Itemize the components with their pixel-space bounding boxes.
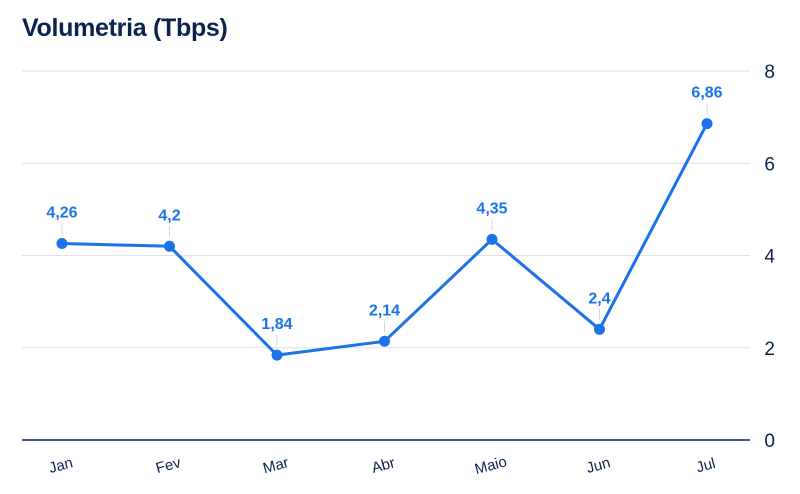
grid-lines <box>22 70 750 441</box>
data-labels: 4,26 4,2 1,84 2,14 4,35 2,4 6,86 <box>46 85 723 347</box>
x-axis-ticks: Jan Fev Mar Abr Maio Jun Jul <box>47 453 717 478</box>
y-axis-ticks: 0 2 4 6 8 <box>764 62 775 452</box>
x-tick-label: Mar <box>261 454 290 477</box>
y-tick-label: 4 <box>764 247 775 268</box>
y-tick-label: 2 <box>764 339 775 360</box>
series-layer <box>56 118 713 361</box>
data-label: 4,2 <box>158 207 180 224</box>
y-tick-label: 8 <box>764 62 775 83</box>
x-tick-label: Maio <box>473 453 509 478</box>
data-label: 2,4 <box>588 290 610 307</box>
data-label: 4,26 <box>46 205 77 222</box>
x-tick-label: Jan <box>47 454 75 477</box>
x-tick-label: Jul <box>694 455 717 476</box>
series-line <box>60 122 709 357</box>
x-tick-label: Jun <box>584 454 612 477</box>
data-label: 1,84 <box>261 316 292 333</box>
data-point <box>701 118 713 130</box>
data-point <box>379 335 390 347</box>
x-tick-label: Abr <box>370 454 397 476</box>
y-tick-label: 0 <box>764 431 775 452</box>
data-label: 4,35 <box>476 200 507 217</box>
chart-title: Volumetria (Tbps) <box>22 14 228 42</box>
data-label: 2,14 <box>369 302 400 319</box>
data-label: 6,86 <box>691 85 722 102</box>
x-tick-label: Fev <box>154 454 183 477</box>
data-point <box>56 238 68 250</box>
data-point <box>594 323 605 335</box>
y-tick-label: 6 <box>764 154 775 175</box>
data-point <box>486 233 498 245</box>
data-point <box>164 240 175 252</box>
data-point <box>271 349 283 361</box>
